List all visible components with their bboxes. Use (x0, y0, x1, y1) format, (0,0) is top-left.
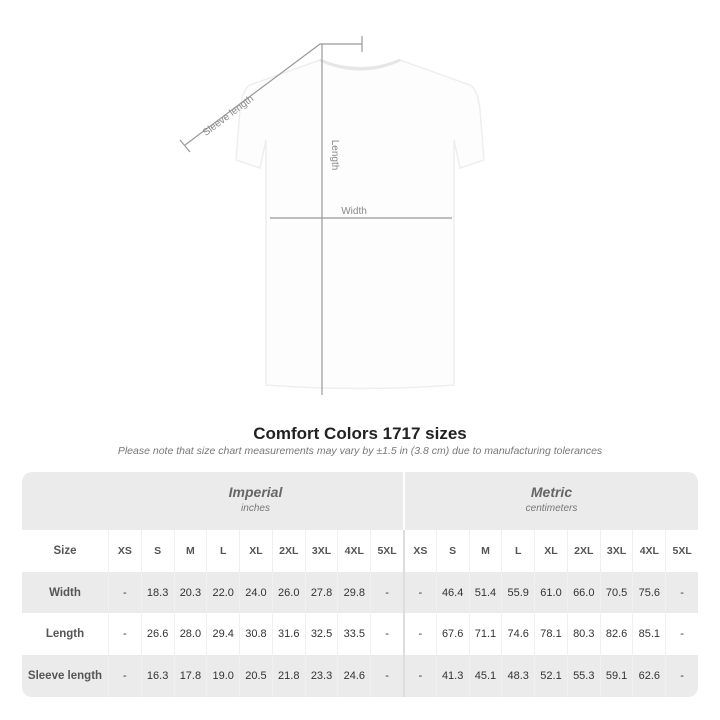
tshirt-diagram: Length Width Sleeve length (179, 36, 485, 395)
size-header-imperial: XS (107, 530, 141, 572)
metric-cell: 61.0 (534, 572, 567, 613)
metric-cell: - (402, 572, 436, 613)
size-header-metric: XL (534, 530, 567, 572)
row-label: Sleeve length (27, 670, 103, 682)
metric-cell: 46.4 (435, 572, 469, 613)
imperial-cell: - (107, 572, 141, 613)
metric-cell: - (402, 655, 436, 697)
size-header-metric: M (468, 530, 502, 572)
metric-cell: 70.5 (599, 572, 633, 613)
metric-cell: - (402, 613, 436, 655)
size-header-imperial: M (173, 530, 207, 572)
metric-cell: 52.1 (534, 655, 567, 697)
imperial-cell: 24.6 (337, 655, 370, 697)
size-header-metric: L (501, 530, 534, 572)
metric-cell: 55.9 (501, 572, 534, 613)
measure-lines (179, 36, 452, 395)
size-header-metric: 3XL (599, 530, 633, 572)
imperial-cell: - (107, 655, 141, 697)
imperial-cell: - (370, 572, 403, 613)
imperial-header: Imperial inches (108, 472, 403, 530)
size-header-imperial: S (140, 530, 174, 572)
size-header-imperial: XL (239, 530, 272, 572)
imperial-cell: 21.8 (271, 655, 305, 697)
width-label: Width (341, 206, 367, 217)
size-header-imperial: L (206, 530, 239, 572)
table-row: Sleeve length -16.3 17.8 19.0 20.5 21.8 23.3 24… (22, 655, 698, 697)
size-header-imperial: 5XL (370, 530, 403, 572)
table-row: Length -26.6 28.0 29.4 30.8 31.6 32.5 33.5- -67.… (22, 613, 698, 655)
imperial-cell: 27.8 (304, 572, 338, 613)
imperial-cell: 23.3 (304, 655, 338, 697)
imperial-cell: 29.8 (337, 572, 370, 613)
imperial-cell: 18.3 (140, 572, 174, 613)
tolerance-note: Please note that size chart measurements… (117, 445, 603, 457)
imperial-cell: - (107, 613, 141, 655)
imperial-cell: 31.6 (271, 613, 305, 655)
length-label: Length (329, 140, 340, 171)
metric-cell: 62.6 (632, 655, 665, 697)
metric-cell: 48.3 (501, 655, 534, 697)
imperial-cell: 29.4 (206, 613, 239, 655)
imperial-cell: 24.0 (239, 572, 272, 613)
imperial-cell: 26.0 (271, 572, 305, 613)
size-row: Size XS S M L XL 2XL 3XL 4XL 5XL XS S M L XL 2XL 3XL 4XL 5… (22, 530, 698, 572)
metric-cell: 80.3 (566, 613, 600, 655)
metric-cell: 41.3 (435, 655, 469, 697)
metric-cell: 45.1 (468, 655, 502, 697)
metric-cell: - (665, 572, 698, 613)
imperial-cell: 20.5 (239, 655, 272, 697)
imperial-cell: 17.8 (173, 655, 207, 697)
metric-cell: 59.1 (599, 655, 633, 697)
metric-header: Metric centimeters (405, 472, 698, 530)
metric-cell: - (665, 613, 698, 655)
imperial-cell: 33.5 (337, 613, 370, 655)
table-row: Width -18.3 20.3 22.0 24.0 26.0 27.8 29.8- -46.4… (22, 572, 698, 613)
metric-cell: 51.4 (468, 572, 502, 613)
size-table: Imperial inches Metric centimeters Size X… (22, 472, 698, 697)
size-header-metric: XS (402, 530, 436, 572)
metric-cell: 66.0 (566, 572, 600, 613)
row-label: Width (49, 586, 81, 599)
size-header-imperial: 4XL (337, 530, 370, 572)
imperial-cell: 28.0 (173, 613, 207, 655)
imperial-cell: 16.3 (140, 655, 174, 697)
size-header-metric: 5XL (665, 530, 698, 572)
imperial-cell: - (370, 613, 403, 655)
size-header-label: Size (53, 545, 77, 557)
metric-cell: 55.3 (566, 655, 600, 697)
imperial-cell: 20.3 (173, 572, 207, 613)
size-header-metric: S (435, 530, 469, 572)
metric-cell: 67.6 (435, 613, 469, 655)
metric-cell: 85.1 (632, 613, 665, 655)
metric-cell: 82.6 (599, 613, 633, 655)
chart-title: Comfort Colors 1717 sizes (253, 424, 467, 443)
metric-cell: 78.1 (534, 613, 567, 655)
imperial-cell: 30.8 (239, 613, 272, 655)
imperial-cell: 26.6 (140, 613, 174, 655)
metric-cell: 74.6 (501, 613, 534, 655)
tshirt-shape (235, 59, 485, 390)
size-header-metric: 2XL (566, 530, 600, 572)
imperial-cell: - (370, 655, 403, 697)
imperial-cell: 19.0 (206, 655, 239, 697)
metric-cell: - (665, 655, 698, 697)
size-header-imperial: 2XL (271, 530, 305, 572)
imperial-cell: 32.5 (304, 613, 338, 655)
size-header-imperial: 3XL (304, 530, 338, 572)
imperial-cell: 22.0 (206, 572, 239, 613)
size-header-metric: 4XL (632, 530, 665, 572)
metric-cell: 71.1 (468, 613, 502, 655)
metric-cell: 75.6 (632, 572, 665, 613)
row-label: Length (45, 628, 85, 640)
